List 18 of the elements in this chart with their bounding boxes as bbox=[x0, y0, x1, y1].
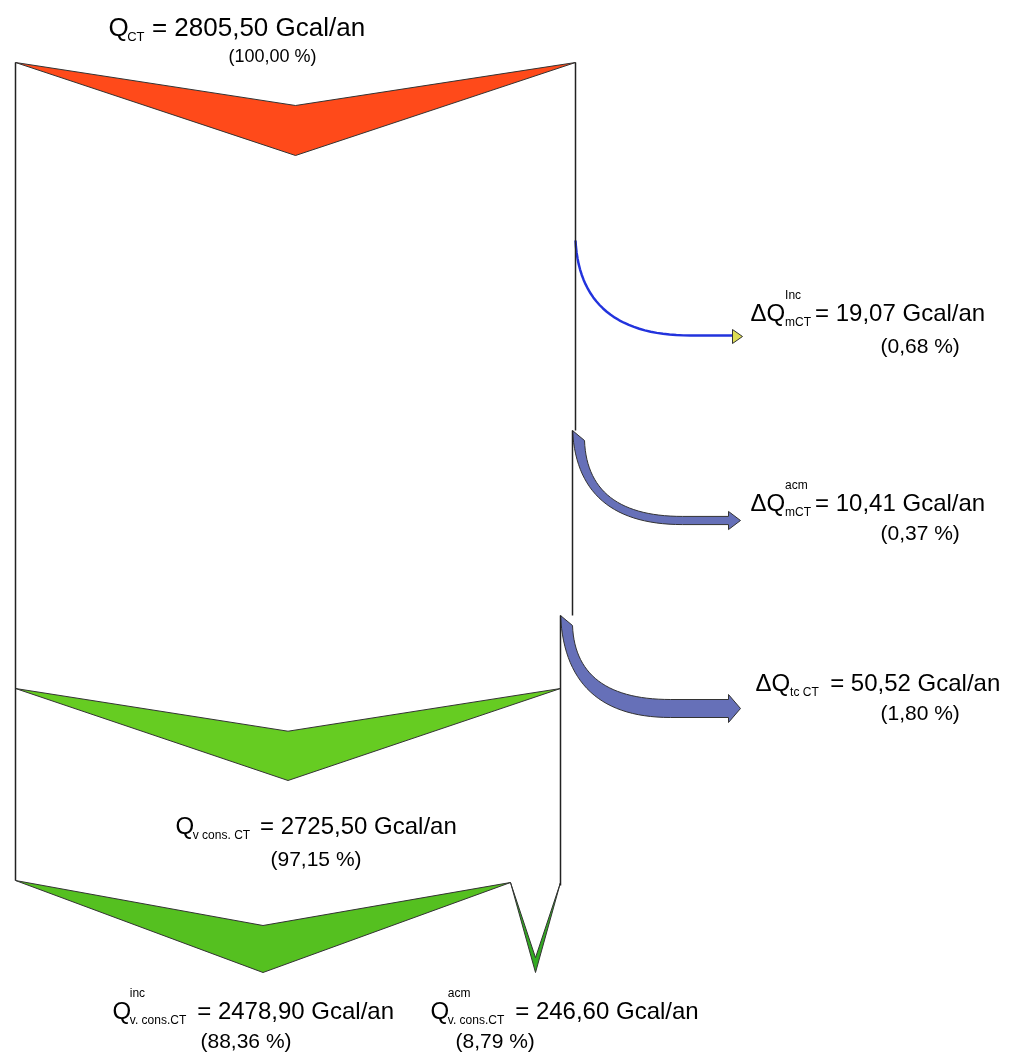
data-label: = 50,52 Gcal/an bbox=[830, 669, 1001, 696]
data-label: = 2725,50 Gcal/an bbox=[259, 812, 457, 839]
text: (97,15 %) bbox=[270, 847, 362, 870]
text: (1,80 %) bbox=[880, 701, 960, 724]
data-label: = 2478,90 Gcal/an bbox=[197, 997, 395, 1024]
data-label: = 10,41 Gcal/an bbox=[815, 489, 986, 516]
text: (8,79 %) bbox=[455, 1029, 535, 1052]
data-label: = 19,07 Gcal/an bbox=[815, 299, 986, 326]
text: (0,68 %) bbox=[880, 334, 960, 357]
data-label: = 246,60 Gcal/an bbox=[515, 997, 699, 1024]
category-label: ΔQacmmCT bbox=[750, 477, 812, 520]
category-label: ΔQIncmCT bbox=[750, 287, 812, 330]
text: (88,36 %) bbox=[200, 1029, 292, 1052]
category-label: Qacmv. cons.CT bbox=[430, 985, 505, 1028]
category-label: Qincv. cons.CT bbox=[112, 985, 187, 1028]
text: (0,37 %) bbox=[880, 521, 960, 544]
data-label: = 2805,50 Gcal/an bbox=[151, 11, 366, 42]
text: (100,00 %) bbox=[228, 45, 317, 66]
